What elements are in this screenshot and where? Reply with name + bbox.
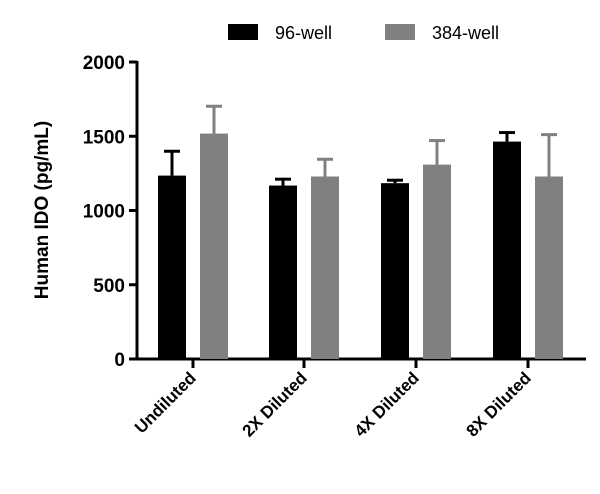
x-tick-label: Undiluted bbox=[131, 368, 200, 437]
bar-384-well bbox=[200, 133, 228, 359]
x-tick-label: 4X Diluted bbox=[351, 368, 423, 440]
bar-384-well bbox=[535, 176, 563, 359]
y-axis-label: Human IDO (pg/mL) bbox=[32, 121, 53, 299]
x-tick-label: 8X Diluted bbox=[463, 368, 535, 440]
legend-swatch bbox=[228, 24, 258, 40]
legend-swatch bbox=[385, 24, 415, 40]
y-tick-label: 500 bbox=[93, 276, 125, 297]
y-tick-label: 0 bbox=[114, 350, 125, 371]
bars bbox=[158, 104, 563, 359]
bar-96-well bbox=[158, 175, 186, 359]
legend: 96-well 384-well bbox=[228, 23, 499, 43]
bar-384-well bbox=[311, 176, 339, 359]
bar-96-well bbox=[381, 183, 409, 359]
bar-96-well bbox=[493, 141, 521, 359]
y-tick-label: 1000 bbox=[83, 202, 125, 223]
y-tick-label: 1500 bbox=[83, 127, 125, 148]
bar-384-well bbox=[423, 164, 451, 359]
legend-label: 96-well bbox=[275, 23, 332, 43]
legend-label: 384-well bbox=[432, 23, 499, 43]
y-tick-label: 2000 bbox=[83, 53, 125, 74]
x-tick-label: 2X Diluted bbox=[239, 368, 311, 440]
bar-96-well bbox=[269, 185, 297, 359]
